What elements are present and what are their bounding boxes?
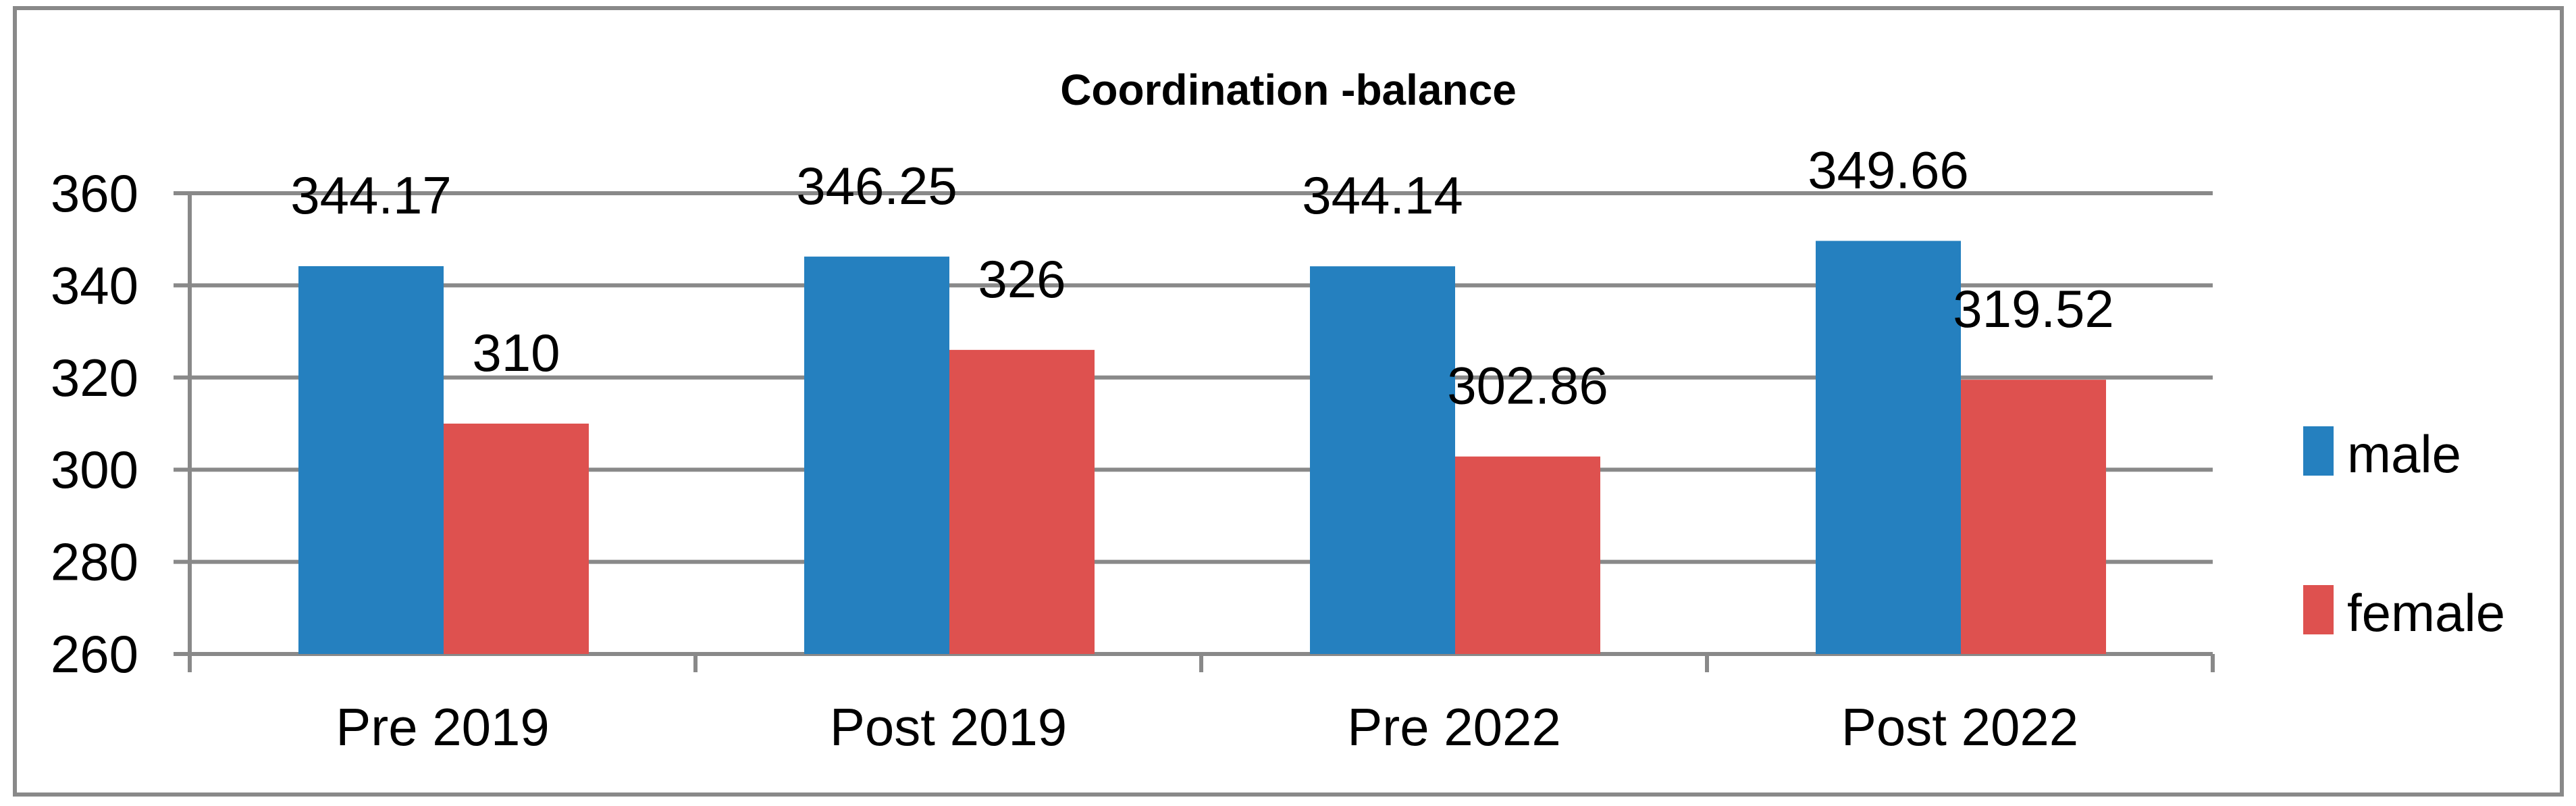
data-label: 344.14 (1302, 166, 1463, 225)
y-tick-label: 260 (51, 624, 138, 684)
data-label: 326 (978, 249, 1066, 309)
y-tick-label: 360 (51, 163, 138, 223)
data-label: 344.17 (290, 166, 452, 225)
bar-male (1816, 241, 1961, 654)
x-tick-label: Post 2022 (1841, 697, 2078, 757)
y-tick-label: 300 (51, 440, 138, 499)
legend-swatch-female (2303, 585, 2334, 634)
chart-title: Coordination -balance (1060, 66, 1517, 114)
bar-male (1310, 266, 1455, 655)
legend-label-male: male (2347, 424, 2461, 484)
bar-male (298, 266, 444, 655)
data-label: 346.25 (796, 156, 957, 216)
data-label: 349.66 (1808, 141, 1969, 200)
bar-male (804, 256, 949, 654)
x-tick-label: Post 2019 (830, 697, 1067, 757)
legend-swatch-male (2303, 426, 2334, 476)
x-tick-label: Pre 2022 (1347, 697, 1561, 757)
x-tick-label: Pre 2019 (336, 697, 550, 757)
y-tick-label: 320 (51, 348, 138, 407)
y-tick-label: 280 (51, 532, 138, 592)
data-label: 302.86 (1447, 356, 1608, 415)
bar-female (1961, 380, 2106, 654)
legend-label-female: female (2347, 583, 2505, 643)
bar-female (949, 349, 1095, 654)
bar-female (444, 424, 589, 654)
y-tick-label: 340 (51, 255, 138, 315)
bar-female (1455, 456, 1600, 654)
data-label: 319.52 (1953, 279, 2114, 338)
data-label: 310 (472, 323, 560, 382)
